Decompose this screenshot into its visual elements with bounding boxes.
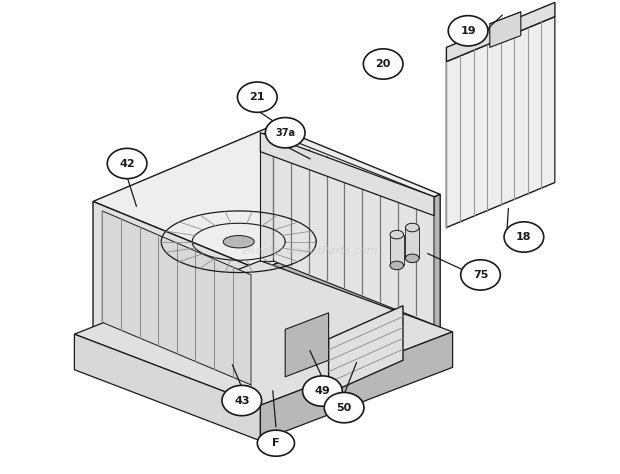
Text: F: F (272, 438, 280, 448)
Polygon shape (102, 211, 251, 385)
Text: eReplacementParts.com: eReplacementParts.com (242, 246, 378, 256)
Polygon shape (390, 235, 404, 265)
Circle shape (324, 392, 364, 423)
Polygon shape (260, 332, 453, 441)
Text: 43: 43 (234, 395, 249, 406)
Polygon shape (446, 17, 555, 228)
Circle shape (448, 16, 488, 46)
Polygon shape (223, 236, 254, 248)
Text: 50: 50 (337, 402, 352, 413)
Ellipse shape (405, 254, 419, 263)
Text: 18: 18 (516, 232, 531, 242)
Polygon shape (260, 194, 440, 396)
Circle shape (504, 222, 544, 252)
Polygon shape (405, 228, 419, 258)
Polygon shape (93, 126, 440, 270)
Polygon shape (74, 334, 260, 441)
Polygon shape (260, 133, 273, 261)
Text: 75: 75 (473, 270, 488, 280)
Text: 20: 20 (376, 59, 391, 69)
Text: 21: 21 (249, 92, 265, 102)
Ellipse shape (405, 223, 419, 232)
Ellipse shape (257, 430, 294, 456)
Circle shape (461, 260, 500, 290)
Ellipse shape (390, 230, 404, 239)
Polygon shape (446, 2, 555, 62)
Circle shape (303, 376, 342, 406)
Polygon shape (490, 12, 521, 47)
Polygon shape (260, 133, 434, 216)
Text: 42: 42 (119, 158, 135, 169)
Circle shape (363, 49, 403, 79)
Polygon shape (74, 261, 453, 405)
Text: 37a: 37a (275, 128, 295, 138)
Polygon shape (329, 306, 403, 393)
Text: 49: 49 (314, 386, 330, 396)
Polygon shape (285, 313, 329, 377)
Polygon shape (93, 201, 260, 396)
Circle shape (107, 148, 147, 179)
Ellipse shape (390, 261, 404, 270)
Polygon shape (273, 133, 434, 325)
Circle shape (237, 82, 277, 112)
Text: 19: 19 (460, 26, 476, 36)
Circle shape (222, 385, 262, 416)
Circle shape (265, 118, 305, 148)
